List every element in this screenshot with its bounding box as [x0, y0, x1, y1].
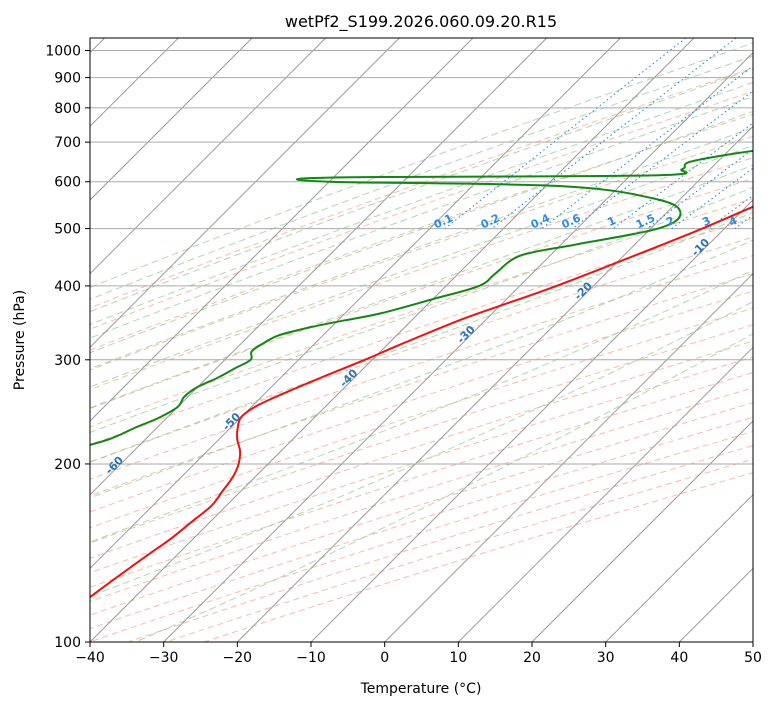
y-tick-label: 600	[54, 175, 81, 191]
x-tick-label: 10	[449, 650, 467, 666]
y-tick-label: 400	[54, 279, 81, 295]
y-tick-label: 800	[54, 101, 81, 117]
chart-title: wetPf2_S199.2026.060.09.20.R15	[285, 12, 557, 32]
x-tick-label: −40	[75, 650, 105, 666]
x-tick-label: 30	[597, 650, 615, 666]
x-tick-label: 50	[744, 650, 762, 666]
x-axis-label: Temperature (°C)	[360, 681, 482, 697]
x-tick-label: 0	[380, 650, 389, 666]
y-tick-label: 300	[54, 353, 81, 369]
y-axis-label: Pressure (hPa)	[12, 290, 28, 390]
y-tick-label: 500	[54, 222, 81, 238]
y-tick-label: 100	[54, 635, 81, 651]
y-tick-label: 1000	[45, 44, 81, 60]
x-tick-label: −10	[296, 650, 326, 666]
y-tick-label: 900	[54, 71, 81, 87]
y-tick-label: 200	[54, 457, 81, 473]
x-tick-label: −30	[149, 650, 179, 666]
x-tick-label: −20	[223, 650, 253, 666]
y-tick-label: 700	[54, 135, 81, 151]
x-tick-label: 20	[523, 650, 541, 666]
x-tick-label: 40	[670, 650, 688, 666]
